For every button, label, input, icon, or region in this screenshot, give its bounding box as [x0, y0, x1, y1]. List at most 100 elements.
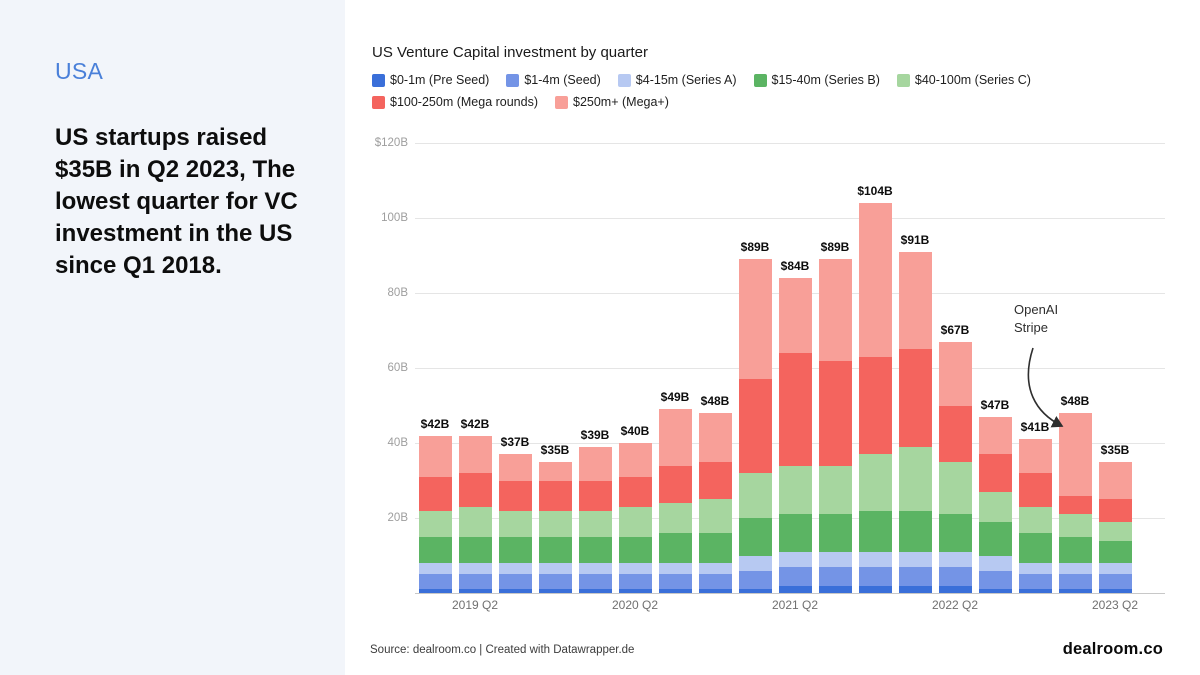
bar-segment[interactable]	[698, 589, 732, 593]
bar-segment[interactable]	[498, 510, 532, 537]
bar-segment[interactable]	[858, 585, 892, 593]
bar-segment[interactable]	[818, 360, 852, 466]
stacked-bar[interactable]	[618, 443, 652, 593]
bar-segment[interactable]	[938, 461, 972, 515]
legend-item[interactable]: $1-4m (Seed)	[506, 73, 601, 87]
bar-2020-q4[interactable]: $48B	[695, 143, 735, 593]
bar-segment[interactable]	[978, 521, 1012, 556]
bar-segment[interactable]	[818, 259, 852, 361]
bar-segment[interactable]	[538, 589, 572, 593]
bar-2020-q2[interactable]: $40B	[615, 143, 655, 593]
bar-segment[interactable]	[738, 518, 772, 556]
bar-segment[interactable]	[618, 574, 652, 590]
bar-segment[interactable]	[658, 465, 692, 503]
bar-segment[interactable]	[818, 514, 852, 552]
bar-segment[interactable]	[698, 574, 732, 590]
bar-segment[interactable]	[538, 480, 572, 511]
bar-segment[interactable]	[458, 563, 492, 575]
bar-segment[interactable]	[458, 435, 492, 473]
bar-segment[interactable]	[698, 533, 732, 563]
bar-segment[interactable]	[818, 585, 852, 593]
bar-2023-q2[interactable]: $35B	[1095, 143, 1135, 593]
bar-2022-q2[interactable]: $67B	[935, 143, 975, 593]
bar-segment[interactable]	[618, 506, 652, 537]
bar-segment[interactable]	[978, 570, 1012, 590]
bar-2020-q3[interactable]: $49B	[655, 143, 695, 593]
bar-segment[interactable]	[578, 480, 612, 511]
bar-segment[interactable]	[658, 533, 692, 563]
bar-segment[interactable]	[1098, 499, 1132, 522]
stacked-bar[interactable]	[858, 203, 892, 593]
legend-item[interactable]: $15-40m (Series B)	[753, 73, 880, 87]
bar-segment[interactable]	[498, 480, 532, 511]
bar-segment[interactable]	[578, 446, 612, 481]
bar-segment[interactable]	[898, 251, 932, 350]
bar-segment[interactable]	[498, 454, 532, 481]
bar-segment[interactable]	[698, 461, 732, 500]
bar-segment[interactable]	[898, 585, 932, 593]
bar-segment[interactable]	[898, 349, 932, 447]
bar-segment[interactable]	[1098, 521, 1132, 541]
bar-segment[interactable]	[418, 563, 452, 575]
legend-item[interactable]: $250m+ (Mega+)	[555, 95, 669, 109]
bar-segment[interactable]	[938, 341, 972, 406]
bar-segment[interactable]	[738, 259, 772, 380]
bar-segment[interactable]	[418, 476, 452, 511]
stacked-bar[interactable]	[418, 435, 452, 593]
bar-segment[interactable]	[458, 589, 492, 593]
bar-segment[interactable]	[698, 499, 732, 533]
bar-segment[interactable]	[578, 510, 612, 537]
bar-segment[interactable]	[1058, 413, 1092, 496]
stacked-bar[interactable]	[698, 413, 732, 593]
stacked-bar[interactable]	[658, 409, 692, 593]
bar-segment[interactable]	[498, 563, 532, 575]
bar-segment[interactable]	[1098, 589, 1132, 593]
bar-2021-q2[interactable]: $84B	[775, 143, 815, 593]
legend-item[interactable]: $40-100m (Series C)	[896, 73, 1031, 87]
bar-segment[interactable]	[618, 536, 652, 563]
bar-segment[interactable]	[618, 476, 652, 507]
bar-segment[interactable]	[898, 551, 932, 567]
bar-segment[interactable]	[938, 514, 972, 552]
bar-segment[interactable]	[458, 506, 492, 537]
bar-segment[interactable]	[1018, 473, 1052, 507]
bar-2021-q3[interactable]: $89B	[815, 143, 855, 593]
bar-segment[interactable]	[898, 446, 932, 511]
bar-segment[interactable]	[1098, 540, 1132, 563]
stacked-bar[interactable]	[578, 446, 612, 593]
bar-2022-q1[interactable]: $91B	[895, 143, 935, 593]
bar-2021-q4[interactable]: $104B	[855, 143, 895, 593]
bar-segment[interactable]	[618, 563, 652, 575]
bar-segment[interactable]	[578, 574, 612, 590]
bar-segment[interactable]	[698, 413, 732, 462]
bar-segment[interactable]	[538, 563, 572, 575]
bar-segment[interactable]	[778, 585, 812, 593]
bar-segment[interactable]	[1098, 461, 1132, 500]
bar-segment[interactable]	[778, 465, 812, 515]
bar-segment[interactable]	[418, 536, 452, 563]
bar-segment[interactable]	[418, 574, 452, 590]
bar-segment[interactable]	[658, 563, 692, 575]
stacked-bar[interactable]	[778, 278, 812, 593]
bar-segment[interactable]	[978, 589, 1012, 593]
bar-segment[interactable]	[1058, 589, 1092, 593]
bar-segment[interactable]	[1098, 574, 1132, 590]
bar-segment[interactable]	[1018, 589, 1052, 593]
bar-segment[interactable]	[818, 551, 852, 567]
bar-segment[interactable]	[778, 514, 812, 552]
bar-segment[interactable]	[858, 203, 892, 357]
stacked-bar[interactable]	[818, 259, 852, 593]
stacked-bar[interactable]	[458, 435, 492, 593]
bar-segment[interactable]	[858, 566, 892, 586]
bar-segment[interactable]	[498, 574, 532, 590]
bar-segment[interactable]	[818, 465, 852, 515]
bar-segment[interactable]	[1018, 563, 1052, 575]
bar-segment[interactable]	[578, 536, 612, 563]
bar-2021-q1[interactable]: $89B	[735, 143, 775, 593]
bar-segment[interactable]	[538, 461, 572, 481]
bar-segment[interactable]	[538, 536, 572, 563]
legend-item[interactable]: $100-250m (Mega rounds)	[372, 95, 538, 109]
bar-segment[interactable]	[458, 536, 492, 563]
bar-segment[interactable]	[978, 555, 1012, 571]
bar-segment[interactable]	[778, 278, 812, 353]
